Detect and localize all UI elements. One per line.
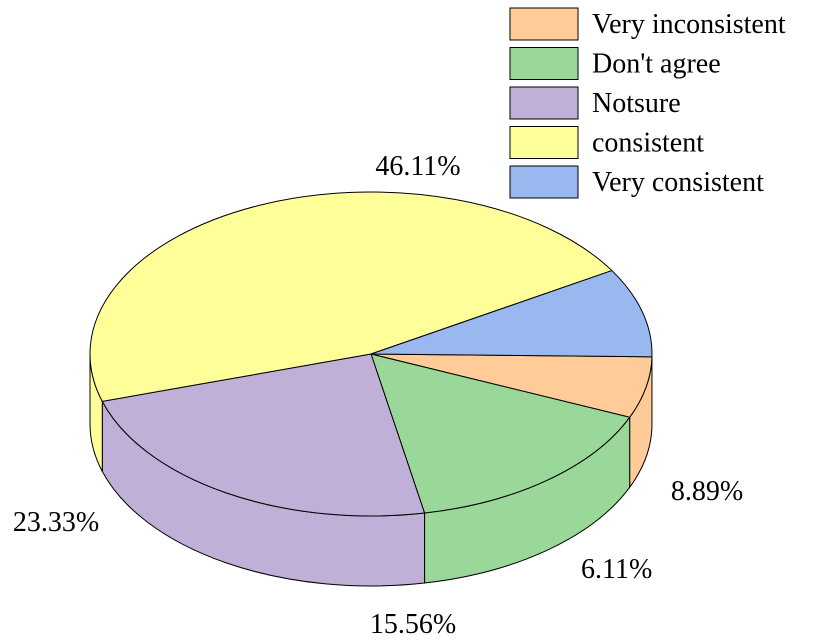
legend-item-very-consistent: Very consistent (509, 165, 764, 199)
pie-slice-notsure (101, 353, 426, 517)
legend-item-don-t-agree: Don't agree (509, 47, 721, 80)
pie-slice-don-t-agree (370, 353, 631, 514)
pie-slice-consistent (89, 191, 613, 402)
pie-slice-very-consistent (370, 269, 653, 358)
legend-label: Very consistent (592, 167, 764, 198)
legend-item-notsure: Notsure (509, 86, 681, 120)
data-label-very-inconsistent: 6.11% (581, 554, 652, 585)
legend-label: Don't agree (592, 49, 721, 80)
legend-label: consistent (592, 128, 704, 159)
legend-item-very-inconsistent: Very inconsistent (509, 7, 786, 41)
legend-label: Notsure (592, 88, 681, 119)
legend-item-consistent: consistent (509, 126, 704, 159)
legend-swatch (509, 126, 579, 159)
legend-swatch (509, 47, 579, 80)
legend-label: Very inconsistent (592, 9, 786, 40)
legend-swatch (509, 86, 579, 120)
legend: Very inconsistent Don't agree Notsure consi… (509, 7, 786, 199)
data-label-very-consistent: 8.89% (671, 476, 743, 507)
data-label-consistent: 46.11% (375, 151, 460, 182)
pie-sides (89, 353, 653, 587)
data-labels: 6.11% 15.56% 23.33% 46.11% 8.89% (13, 151, 743, 640)
data-label-notsure: 23.33% (13, 507, 99, 538)
pie-tops (89, 191, 653, 517)
legend-swatch (509, 165, 579, 199)
legend-swatch (509, 7, 579, 41)
data-label-don-t-agree: 15.56% (370, 609, 456, 640)
